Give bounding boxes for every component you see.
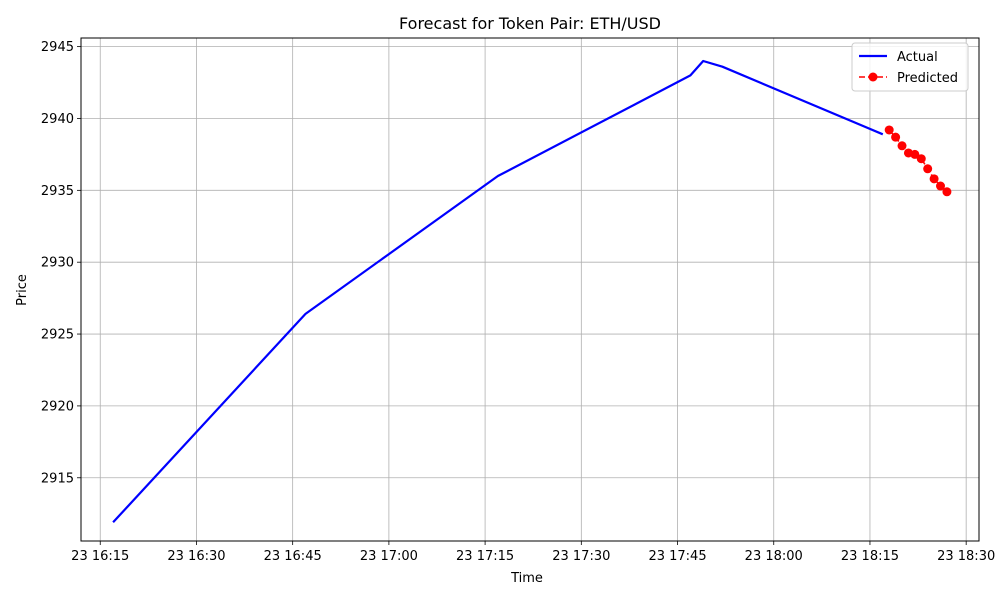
y-tick-label: 2930 — [41, 256, 74, 271]
legend-actual-label: Actual — [897, 50, 938, 65]
y-tick-label: 2940 — [41, 112, 74, 127]
predicted-point — [929, 174, 939, 184]
y-axis-label: Price — [15, 274, 30, 306]
x-tick-label: 23 18:00 — [745, 549, 803, 564]
legend-predicted-marker — [868, 72, 878, 82]
predicted-point — [923, 164, 933, 174]
tick-layer: 23 16:15 23 16:30 23 16:45 23 17:00 23 17:15… — [41, 40, 995, 564]
y-tick-label: 2920 — [41, 399, 74, 414]
x-axis-label: Time — [510, 571, 543, 586]
predicted-point — [916, 154, 926, 164]
y-tick-label: 2935 — [41, 184, 74, 199]
y-tick-label: 2945 — [41, 40, 74, 55]
predicted-point — [897, 141, 907, 151]
x-tick-label: 23 18:15 — [841, 549, 899, 564]
legend-predicted-label: Predicted — [897, 71, 958, 86]
actual-series-line — [112, 59, 884, 524]
predicted-point — [942, 187, 952, 197]
legend: Actual Predicted — [851, 42, 969, 92]
x-tick-label: 23 17:00 — [360, 549, 418, 564]
predicted-point — [884, 125, 894, 135]
x-tick-label: 23 17:30 — [552, 549, 610, 564]
x-tick-label: 23 16:30 — [167, 549, 225, 564]
x-tick-label: 23 18:30 — [937, 549, 995, 564]
x-tick-label: 23 16:45 — [264, 549, 322, 564]
predicted-point — [891, 132, 901, 142]
series-layer — [112, 59, 952, 524]
x-tick-label: 23 16:15 — [71, 549, 129, 564]
x-tick-label: 23 17:45 — [648, 549, 706, 564]
y-tick-label: 2925 — [41, 328, 74, 343]
plot-area-frame — [80, 37, 980, 542]
chart-title: Forecast for Token Pair: ETH/USD — [399, 14, 661, 33]
y-tick-label: 2915 — [41, 471, 74, 486]
grid — [81, 38, 979, 541]
predicted-point — [910, 149, 920, 159]
x-tick-label: 23 17:15 — [456, 549, 514, 564]
predicted-point — [936, 181, 946, 191]
